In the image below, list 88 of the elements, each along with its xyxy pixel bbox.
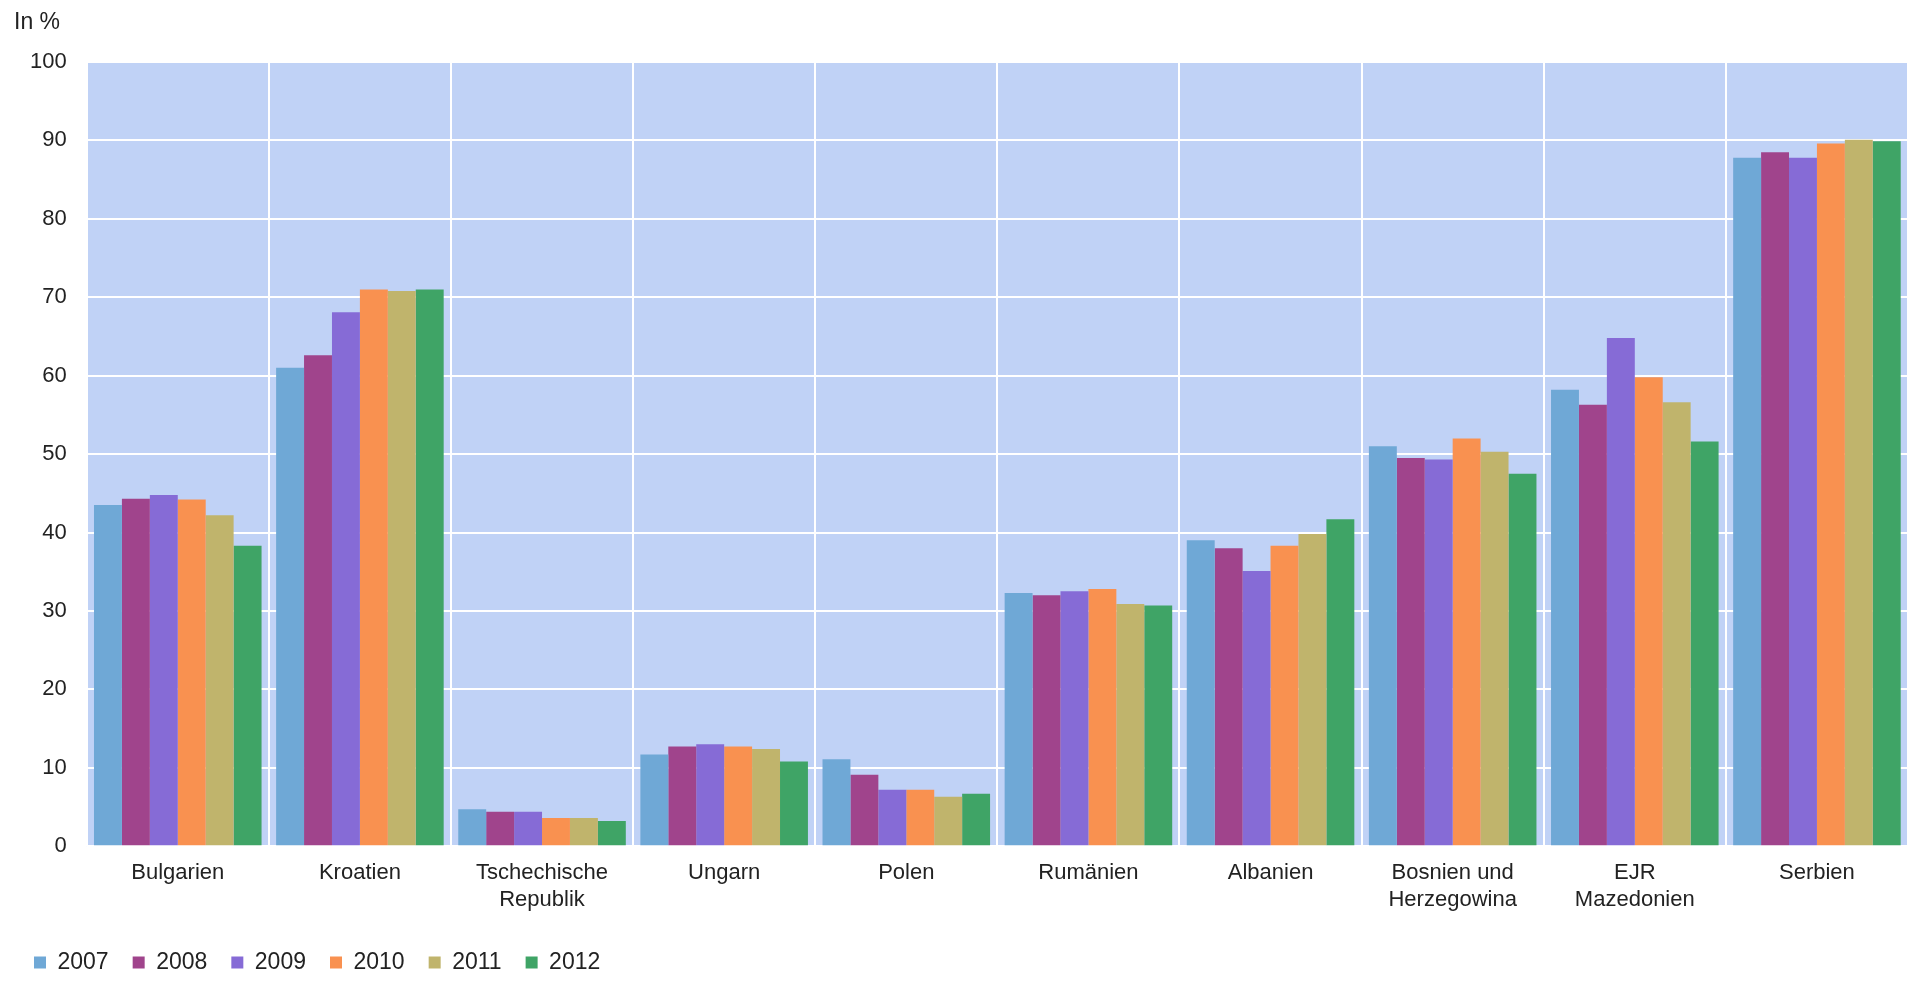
bar [1816, 143, 1845, 846]
bar [1326, 519, 1355, 846]
x-tick-label: EJR Mazedonien [1574, 859, 1695, 911]
bar [850, 774, 879, 846]
legend-label: 2009 [254, 947, 306, 974]
y-tick-label: 10 [42, 753, 67, 779]
bar [1116, 603, 1145, 846]
y-tick-label: 90 [42, 126, 67, 152]
bar [724, 746, 753, 846]
bar [1088, 588, 1117, 846]
bar [934, 796, 963, 846]
bar [415, 289, 444, 846]
bar [962, 793, 991, 846]
bar [1508, 473, 1537, 846]
bar [486, 811, 515, 846]
x-tick-label: Polen [878, 859, 935, 885]
y-tick-label: 50 [42, 440, 67, 466]
x-tick-label: Ungarn [688, 859, 761, 885]
bar [1551, 389, 1579, 846]
x-tick-label: Rumänien [1038, 859, 1139, 885]
bar [1144, 605, 1173, 846]
bar [640, 754, 669, 846]
bar [1733, 157, 1762, 846]
bar [1690, 441, 1719, 846]
bar [514, 811, 543, 846]
bar [1844, 139, 1873, 846]
bar [1606, 338, 1635, 846]
y-axis-title: In % [14, 8, 61, 35]
bar [569, 817, 598, 846]
bar [1298, 534, 1327, 846]
bar [878, 789, 907, 846]
bar [906, 789, 935, 846]
bar [276, 367, 305, 846]
bar [1789, 157, 1817, 846]
legend-label: 2008 [156, 947, 208, 974]
bar [1634, 377, 1663, 846]
bar [304, 355, 332, 846]
bar [1032, 595, 1061, 846]
bar [1060, 591, 1089, 846]
bar [121, 498, 150, 846]
bar [1452, 438, 1481, 846]
bar [597, 821, 626, 846]
bar [233, 545, 262, 846]
bar [1662, 402, 1691, 846]
bar [1480, 451, 1509, 846]
bar [205, 515, 234, 846]
y-tick-label: 20 [42, 675, 67, 701]
legend-label: 2012 [549, 947, 601, 974]
x-tick-label: Serbien [1779, 859, 1855, 885]
x-tick-label: Kroatien [318, 859, 401, 885]
bar [780, 761, 808, 846]
bar [458, 809, 487, 846]
bar [752, 748, 781, 846]
bar [331, 312, 360, 846]
bar [1368, 446, 1397, 846]
y-tick-label: 30 [42, 597, 67, 622]
legend-label: 2007 [57, 947, 109, 974]
bar [149, 494, 178, 846]
bar [1578, 404, 1607, 846]
y-tick-label: 60 [42, 361, 67, 387]
y-tick-label: 100 [29, 48, 67, 74]
legend-label: 2011 [452, 947, 502, 974]
bar [1186, 540, 1215, 846]
bar [668, 746, 697, 846]
bar [1242, 570, 1271, 846]
bar [822, 759, 851, 846]
y-tick-label: 80 [42, 204, 67, 230]
bar [359, 289, 388, 846]
bar [1270, 545, 1299, 846]
x-tick-label: Albanien [1227, 859, 1314, 885]
bar [1424, 459, 1453, 846]
bar [1761, 152, 1790, 846]
bar [1872, 141, 1901, 846]
bar [696, 744, 725, 846]
x-tick-label: Bosnien und Herzegowina [1388, 859, 1518, 911]
x-tick-label: Bulgarien [131, 859, 225, 885]
y-tick-label: 40 [42, 518, 67, 544]
y-tick-label: 70 [42, 283, 67, 309]
bar [1396, 458, 1425, 846]
legend-label: 2010 [353, 947, 405, 974]
bar [1214, 548, 1243, 846]
bar [1004, 592, 1033, 846]
bar [93, 505, 122, 846]
bar [177, 499, 206, 846]
bar [542, 817, 570, 846]
y-tick-label: 0 [54, 832, 67, 858]
x-tick-label: Tschechische Republik [475, 859, 609, 911]
bar [387, 290, 416, 846]
